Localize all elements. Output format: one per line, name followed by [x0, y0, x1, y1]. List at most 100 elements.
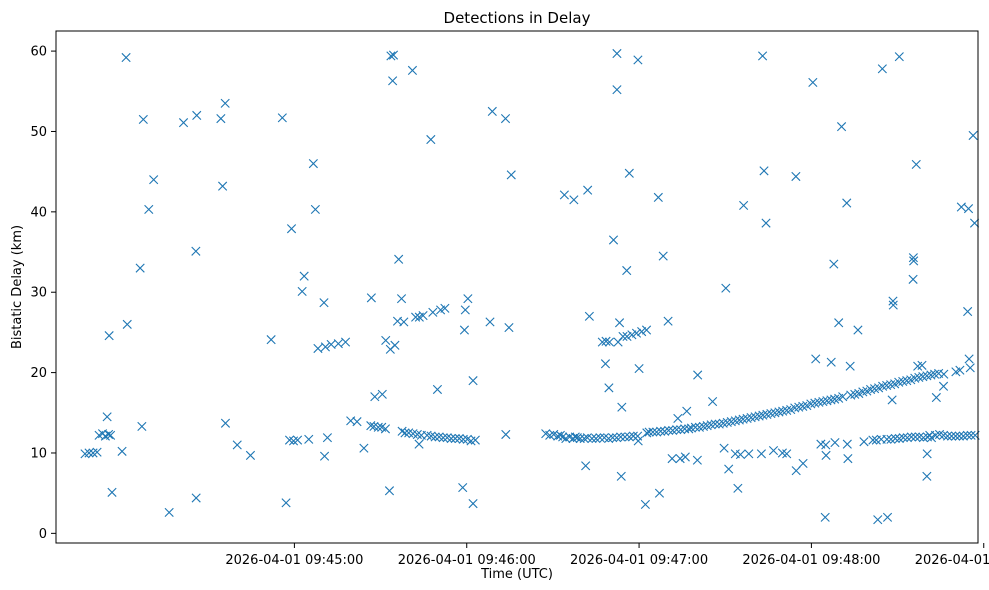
data-point-marker	[821, 440, 831, 450]
data-point-marker	[281, 498, 291, 508]
data-point-marker	[601, 336, 611, 346]
data-point-marker	[634, 363, 644, 374]
data-point-marker	[394, 254, 404, 264]
x-tick-label: 2026-04-01 09:45:00	[225, 553, 363, 568]
data-point-marker	[898, 433, 908, 443]
data-point-marker	[460, 305, 470, 315]
data-point-marker	[340, 337, 351, 347]
data-point-marker	[458, 482, 468, 493]
data-point-marker	[595, 433, 605, 443]
data-point-marker	[504, 323, 514, 333]
chart-title: Detections in Delay	[444, 9, 591, 27]
data-point-marker	[761, 218, 771, 228]
data-point-marker	[411, 312, 421, 322]
data-point-marker	[450, 433, 460, 444]
data-point-marker	[908, 274, 918, 284]
data-point-marker	[951, 431, 961, 441]
data-point-marker	[107, 487, 117, 497]
data-point-marker	[558, 432, 568, 442]
data-point-marker	[859, 437, 869, 447]
data-point-marker	[216, 114, 226, 124]
data-point-marker	[826, 357, 836, 367]
data-point-marker	[446, 433, 456, 444]
data-point-marker	[910, 432, 920, 442]
data-point-marker	[663, 316, 673, 326]
data-point-marker	[313, 343, 323, 354]
y-tick-label: 50	[30, 125, 47, 140]
data-point-marker	[84, 448, 94, 458]
data-point-marker	[798, 458, 808, 469]
data-point-marker	[644, 427, 654, 437]
data-point-marker	[137, 421, 147, 432]
data-point-marker	[414, 439, 424, 449]
data-point-marker	[570, 432, 580, 442]
data-point-marker	[381, 335, 391, 346]
data-point-marker	[836, 122, 847, 132]
data-point-marker	[135, 263, 145, 273]
data-point-marker	[965, 363, 975, 373]
data-point-marker	[232, 440, 242, 450]
data-point-marker	[322, 433, 333, 443]
data-point-marker	[939, 369, 949, 379]
data-point-marker	[581, 461, 591, 471]
data-point-marker	[432, 384, 443, 395]
data-point-marker	[297, 286, 307, 297]
data-point-marker	[178, 118, 189, 128]
data-point-marker	[774, 407, 784, 417]
data-point-marker	[286, 224, 297, 234]
data-point-marker	[826, 395, 836, 405]
data-point-marker	[675, 454, 685, 464]
data-point-marker	[964, 354, 974, 364]
data-point-marker	[299, 271, 309, 281]
data-point-marker	[882, 434, 892, 444]
data-point-marker	[608, 433, 618, 443]
data-point-marker	[388, 76, 398, 86]
data-point-marker	[614, 318, 625, 328]
data-point-marker	[359, 443, 369, 453]
data-point-marker	[501, 429, 511, 440]
data-point-marker	[633, 436, 643, 446]
data-point-marker	[292, 435, 303, 445]
data-point-marker	[622, 265, 632, 276]
data-point-marker	[735, 449, 746, 460]
data-point-marker	[653, 192, 663, 202]
data-point-marker	[191, 493, 201, 503]
data-point-marker	[917, 360, 927, 370]
data-point-marker	[834, 318, 844, 328]
data-point-marker	[811, 354, 821, 364]
data-point-marker	[617, 402, 627, 412]
data-point-marker	[426, 134, 436, 145]
data-point-marker	[352, 417, 362, 427]
data-point-marker	[955, 365, 965, 375]
data-point-marker	[366, 293, 376, 303]
data-point-marker	[583, 185, 593, 195]
data-point-marker	[733, 483, 743, 493]
data-point-marker	[458, 434, 468, 444]
data-point-marker	[438, 433, 448, 443]
data-point-marker	[754, 411, 764, 421]
data-point-marker	[664, 425, 674, 436]
y-tick-label: 10	[30, 446, 47, 461]
data-point-marker	[890, 433, 900, 444]
plot-area-frame	[55, 30, 979, 544]
data-point-marker	[680, 452, 690, 462]
data-point-marker	[468, 499, 478, 509]
data-point-marker	[366, 421, 376, 431]
data-point-marker	[386, 51, 396, 61]
y-tick-label: 30	[30, 286, 47, 301]
data-point-marker	[121, 52, 131, 63]
data-point-marker	[654, 488, 665, 498]
data-point-marker	[319, 451, 330, 461]
data-point-marker	[612, 85, 622, 95]
data-point-marker	[616, 432, 626, 442]
data-point-marker	[843, 454, 853, 464]
data-point-marker	[604, 337, 615, 347]
y-axis-label: Bistatic Delay (km)	[10, 225, 25, 349]
data-point-marker	[768, 445, 779, 456]
data-point-marker	[673, 413, 683, 424]
data-point-marker	[380, 424, 391, 434]
data-point-marker	[938, 381, 949, 391]
data-point-marker	[692, 455, 702, 465]
data-point-marker	[103, 429, 114, 440]
data-point-marker	[506, 170, 516, 180]
